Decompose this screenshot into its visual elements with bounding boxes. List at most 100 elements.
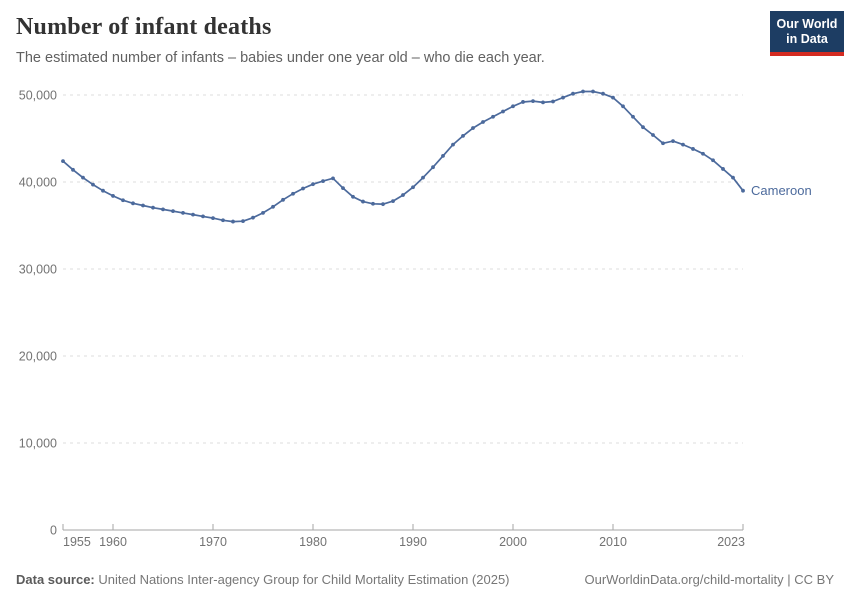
data-point[interactable] [371,201,375,206]
data-point[interactable] [461,133,465,138]
data-point[interactable] [121,198,125,203]
x-tick-label: 2023 [717,535,745,549]
data-point[interactable] [161,207,165,212]
data-point[interactable] [101,188,105,193]
y-tick-label: 20,000 [19,350,57,364]
owid-logo-line1: Our World [776,17,838,31]
data-point[interactable] [201,214,205,219]
data-point[interactable] [631,114,635,119]
owid-logo[interactable]: Our World in Data [770,11,844,56]
data-point[interactable] [531,99,535,103]
data-point[interactable] [91,182,95,187]
data-point[interactable] [191,212,195,217]
data-source-text: United Nations Inter-agency Group for Ch… [98,572,510,587]
x-tick-label: 1990 [399,535,427,549]
data-source-label: Data source: [16,572,95,587]
license-label: CC BY [794,572,834,587]
x-tick-label: 1955 [63,535,91,549]
data-point[interactable] [501,109,505,114]
y-tick-label: 40,000 [19,176,57,190]
data-point[interactable] [301,186,305,191]
data-point[interactable] [321,179,325,184]
data-point[interactable] [591,89,595,94]
data-point[interactable] [261,210,265,215]
footer-right: OurWorldinData.org/child-mortality | CC … [584,572,834,587]
chart-footer: Data source: United Nations Inter-agency… [16,572,834,587]
data-point[interactable] [141,203,145,208]
data-point[interactable] [651,133,655,137]
x-tick-label: 1960 [99,535,127,549]
data-point[interactable] [111,194,115,198]
footer-separator: | [783,572,795,587]
data-point[interactable] [291,191,295,196]
data-point[interactable] [181,210,185,215]
data-point[interactable] [571,91,575,96]
data-point[interactable] [351,194,355,199]
y-tick-label: 30,000 [19,263,57,277]
data-point[interactable] [81,175,85,180]
data-point[interactable] [741,188,745,193]
data-point[interactable] [491,114,495,119]
data-point[interactable] [401,193,405,197]
data-point[interactable] [331,176,335,181]
data-point[interactable] [241,219,245,224]
y-tick-label: 50,000 [19,89,57,103]
data-point[interactable] [521,100,525,104]
data-point[interactable] [511,104,515,109]
x-tick-label: 2000 [499,535,527,549]
data-point[interactable] [61,159,65,164]
data-point[interactable] [731,175,735,180]
data-point[interactable] [621,104,625,109]
y-tick-label: 0 [50,524,57,538]
data-point[interactable] [431,165,435,170]
data-point[interactable] [381,202,385,207]
data-point[interactable] [421,175,425,180]
data-point[interactable] [711,158,715,163]
data-point[interactable] [551,99,555,104]
data-point[interactable] [601,91,605,96]
data-point[interactable] [641,125,645,130]
data-point[interactable] [581,89,585,94]
data-point[interactable] [251,215,255,220]
data-point[interactable] [231,219,235,224]
x-tick-label: 2010 [599,535,627,549]
data-point[interactable] [561,95,565,100]
x-tick-label: 1980 [299,535,327,549]
data-point[interactable] [221,218,225,223]
data-point[interactable] [71,167,75,172]
data-point[interactable] [691,147,695,151]
data-point[interactable] [611,95,615,100]
data-point[interactable] [211,216,215,221]
data-point[interactable] [391,199,395,204]
chart-subtitle: The estimated number of infants – babies… [16,50,545,66]
data-point[interactable] [681,142,685,147]
series-label-cameroon[interactable]: Cameroon [751,183,812,198]
data-point[interactable] [671,139,675,144]
data-point[interactable] [361,199,365,204]
owid-link[interactable]: OurWorldinData.org/child-mortality [584,572,784,587]
data-point[interactable] [281,197,285,202]
data-point[interactable] [271,204,275,209]
data-source-note: Data source: United Nations Inter-agency… [16,572,510,587]
chart-header: Number of infant deaths The estimated nu… [0,0,850,66]
data-point[interactable] [311,182,315,187]
x-tick-label: 1970 [199,535,227,549]
data-point[interactable] [131,201,135,206]
owid-logo-line2: in Data [786,31,828,46]
data-point[interactable] [151,205,155,210]
data-point[interactable] [661,141,665,146]
data-point[interactable] [481,120,485,124]
data-point[interactable] [541,100,545,105]
data-point[interactable] [451,142,455,147]
data-point[interactable] [701,151,705,156]
series-line-cameroon[interactable] [62,90,744,223]
data-point[interactable] [341,186,345,190]
data-point[interactable] [441,154,445,158]
data-point[interactable] [471,126,475,130]
data-point[interactable] [411,185,415,190]
data-point[interactable] [171,209,175,214]
y-tick-label: 10,000 [19,437,57,451]
data-point[interactable] [721,167,725,171]
